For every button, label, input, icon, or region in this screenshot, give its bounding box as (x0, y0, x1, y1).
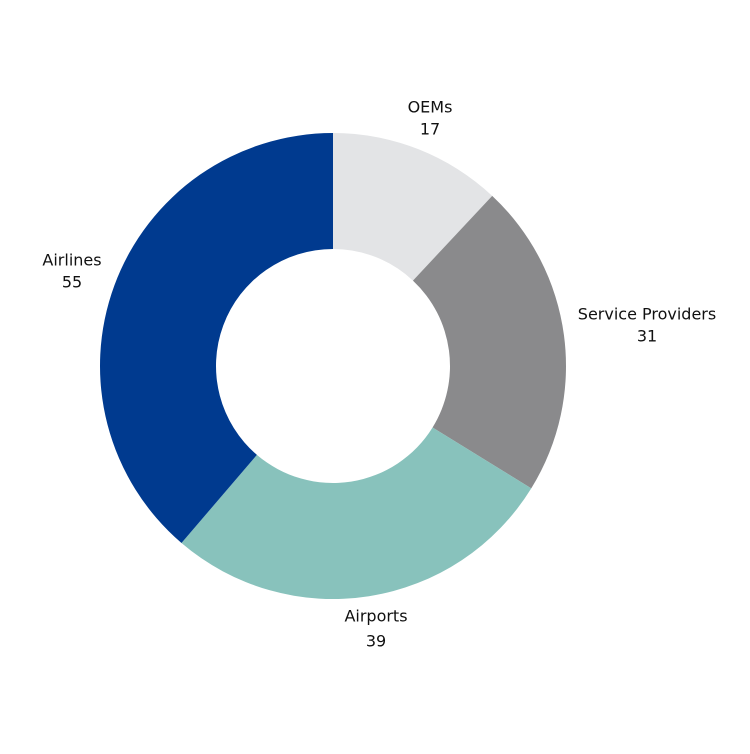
slice-label: OEMs (408, 98, 453, 117)
value-label: 55 (62, 273, 82, 292)
value-label: 17 (420, 120, 440, 139)
slice-label: Airlines (42, 251, 101, 270)
donut-slice (333, 133, 493, 281)
slice-label: Airports (344, 607, 407, 626)
value-label: 31 (637, 327, 657, 346)
value-label: 39 (366, 632, 386, 651)
donut-slice (99, 133, 334, 544)
donut-slice (181, 427, 532, 600)
slice-label: Service Providers (578, 305, 716, 324)
donut-slice (412, 195, 566, 489)
